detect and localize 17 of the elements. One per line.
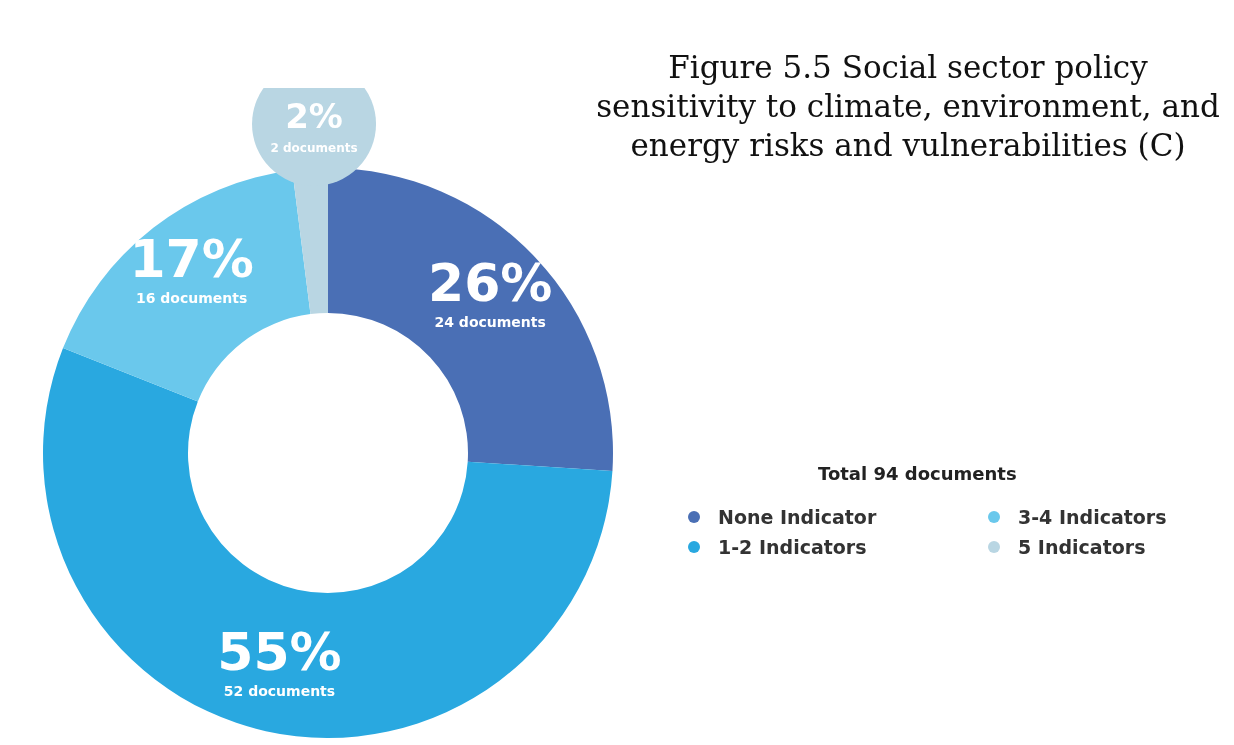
- chart-title: Figure 5.5 Social sector policy sensitivity to climate, environment, and energy risks and vulnerabilities (C): [595, 48, 1221, 165]
- legend-label: None Indicator: [717, 505, 878, 530]
- text: 24 documents: [434, 313, 546, 330]
- legend-label: 1-2 Indicators: [717, 535, 868, 560]
- donut-slice: [43, 348, 613, 738]
- text: 52 documents: [223, 683, 336, 700]
- data-label: 2%: [285, 96, 343, 136]
- donut-slice: [328, 168, 613, 471]
- text: 2 documents: [270, 141, 358, 155]
- data-label: 17%: [129, 229, 254, 290]
- legend-label: 3-4 Indicators: [1017, 505, 1168, 530]
- legend-label: 5 Indicators: [1017, 535, 1147, 560]
- legend-title: Total 94 documents: [818, 463, 1018, 484]
- donut-slice: [63, 170, 311, 402]
- text: 16 documents: [135, 290, 248, 307]
- data-label: 26%: [427, 252, 553, 313]
- data-label: 55%: [217, 622, 342, 683]
